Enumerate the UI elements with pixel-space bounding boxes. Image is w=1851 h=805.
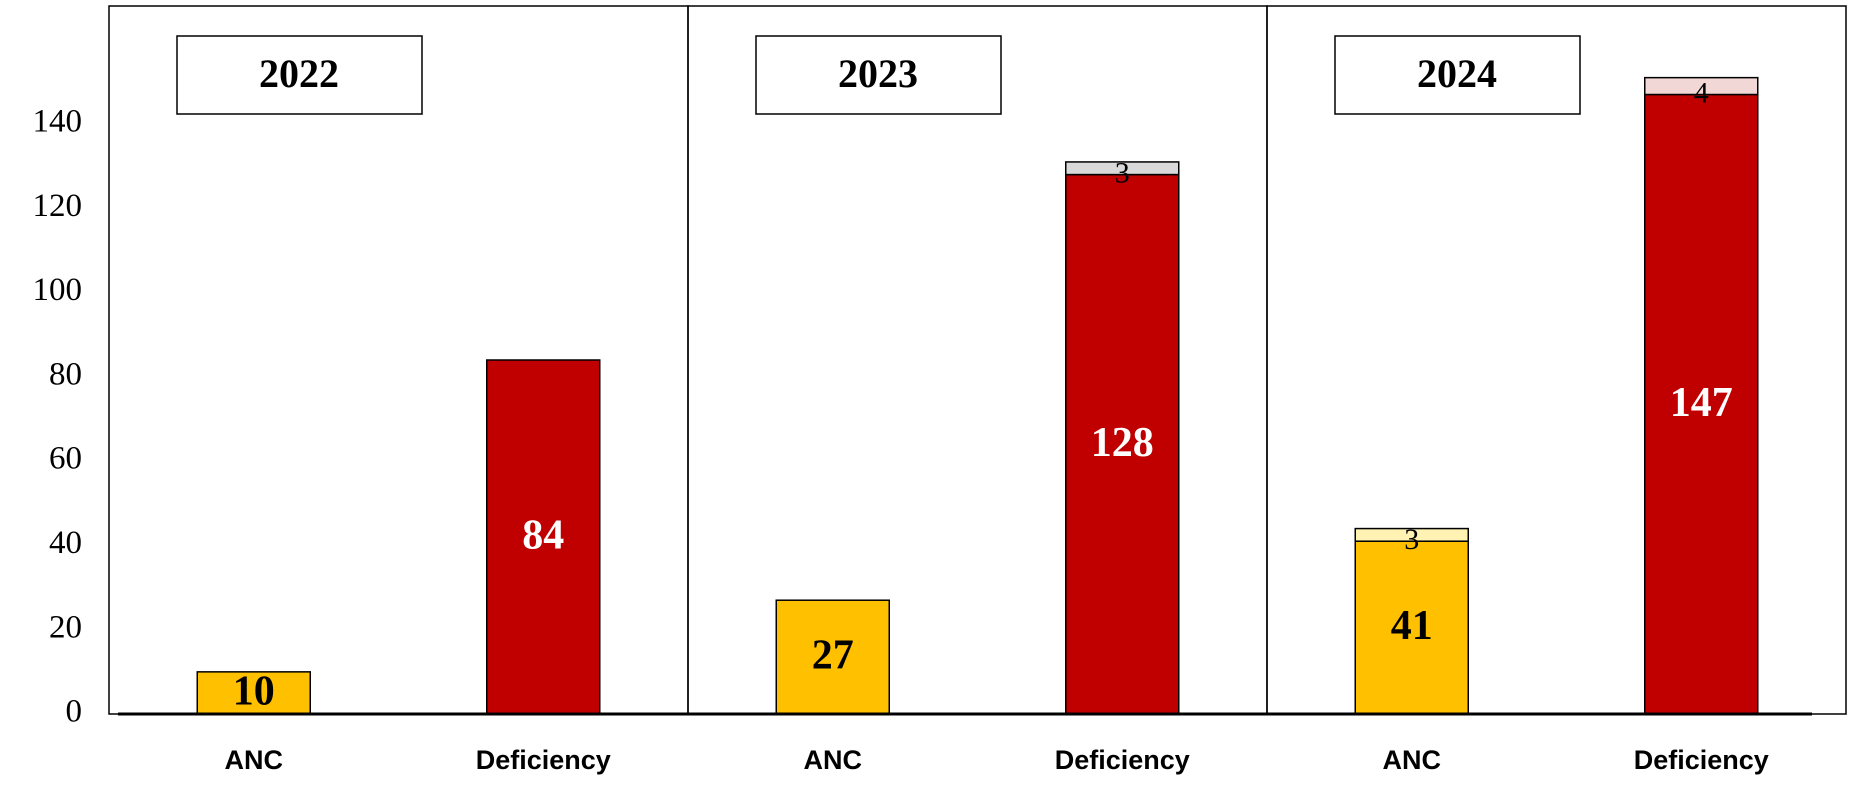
bar-segment (775, 599, 890, 715)
y-tick-label: 80 (49, 356, 82, 392)
bar-segment (486, 359, 601, 715)
value-label: 3 (1115, 156, 1130, 189)
y-tick-label: 120 (33, 188, 83, 224)
x-tick-label: ANC (804, 745, 863, 775)
value-label: 128 (1091, 420, 1154, 466)
title-box (1334, 35, 1581, 115)
value-label: 41 (1391, 603, 1433, 649)
y-tick-label: 0 (66, 694, 83, 730)
bar-segment (1644, 76, 1759, 96)
value-label: 10 (233, 669, 275, 715)
panel-title: 2023 (838, 51, 918, 96)
x-tick-label: ANC (1383, 745, 1442, 775)
value-label: 147 (1670, 380, 1733, 426)
panel-title: 2022 (259, 51, 339, 96)
x-tick-label: Deficiency (1055, 745, 1190, 775)
panel-title: 2024 (1417, 51, 1497, 96)
title-box (755, 35, 1002, 115)
bar-segment (1644, 93, 1759, 715)
bar-segment (1354, 540, 1469, 715)
y-tick-label: 100 (33, 272, 83, 308)
y-tick-label: 40 (49, 525, 82, 561)
bar-segment (1354, 527, 1469, 542)
value-label: 27 (812, 633, 854, 679)
value-label: 3 (1404, 523, 1419, 556)
y-tick-label: 20 (49, 609, 82, 645)
x-tick-label: Deficiency (1634, 745, 1769, 775)
value-label: 84 (522, 513, 564, 559)
y-tick-label: 60 (49, 441, 82, 477)
value-label: 4 (1694, 76, 1709, 109)
x-tick-label: Deficiency (476, 745, 611, 775)
x-tick-label: ANC (225, 745, 284, 775)
y-tick-label: 140 (33, 104, 83, 140)
bar-segment (1065, 173, 1180, 715)
bar-segment (1065, 161, 1180, 176)
title-box (176, 35, 423, 115)
